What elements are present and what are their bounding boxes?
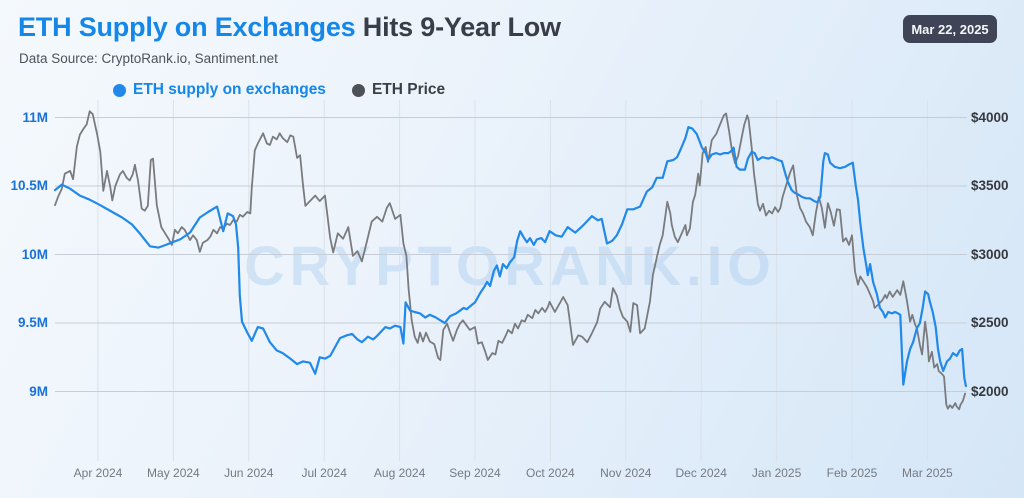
x-axis-tick-label: Aug 2024 xyxy=(373,466,426,480)
x-axis-tick-label: Sep 2024 xyxy=(449,466,501,480)
x-axis-tick-label: Feb 2025 xyxy=(826,466,878,480)
supply-dot-icon xyxy=(113,83,126,97)
eth-price-line xyxy=(54,110,966,411)
x-axis-tick-label: Apr 2024 xyxy=(73,466,123,480)
title-rest: Hits 9-Year Low xyxy=(355,12,561,42)
title-highlight: ETH Supply on Exchanges xyxy=(18,12,356,42)
y-axis-left-tick-label: 10.5M xyxy=(10,178,48,193)
y-axis-left-tick-label: 9M xyxy=(29,383,48,399)
x-axis-tick-label: Dec 2024 xyxy=(675,466,727,480)
y-axis-right-tick-label: $3500 xyxy=(971,178,1009,193)
x-axis-tick-label: Jan 2025 xyxy=(751,466,802,480)
legend-item-price: ETH Price xyxy=(351,81,446,99)
x-axis-tick-label: Jun 2024 xyxy=(224,466,274,480)
x-axis-tick-label: Oct 2024 xyxy=(526,466,575,480)
legend-price-label: ETH Price xyxy=(371,81,446,98)
price-dot-icon xyxy=(351,83,365,97)
y-axis-left-tick-label: 11M xyxy=(22,109,48,125)
chart-legend: ETH supply on exchanges ETH Price xyxy=(113,81,445,99)
y-axis-right-tick-label: $2000 xyxy=(971,383,1009,399)
legend-supply-label: ETH supply on exchanges xyxy=(133,81,326,98)
y-axis-right-tick-label: $3000 xyxy=(971,246,1009,262)
y-axis-left-tick-label: 9.5M xyxy=(17,315,48,330)
data-source-subtitle: Data Source: CryptoRank.io, Santiment.ne… xyxy=(19,51,278,66)
y-axis-right-tick-label: $4000 xyxy=(971,109,1009,125)
x-axis-tick-label: May 2024 xyxy=(147,466,200,480)
legend-item-supply: ETH supply on exchanges xyxy=(113,81,326,99)
date-badge: Mar 22, 2025 xyxy=(903,15,997,43)
x-axis-tick-label: Mar 2025 xyxy=(902,466,953,480)
x-axis-tick-label: Jul 2024 xyxy=(301,466,347,480)
page-title: ETH Supply on Exchanges Hits 9-Year Low xyxy=(18,12,561,43)
eth-supply-line xyxy=(53,125,968,388)
x-axis-tick-label: Nov 2024 xyxy=(600,466,652,480)
y-axis-left-tick-label: 10M xyxy=(21,246,48,262)
y-axis-right-tick-label: $2500 xyxy=(971,315,1009,330)
